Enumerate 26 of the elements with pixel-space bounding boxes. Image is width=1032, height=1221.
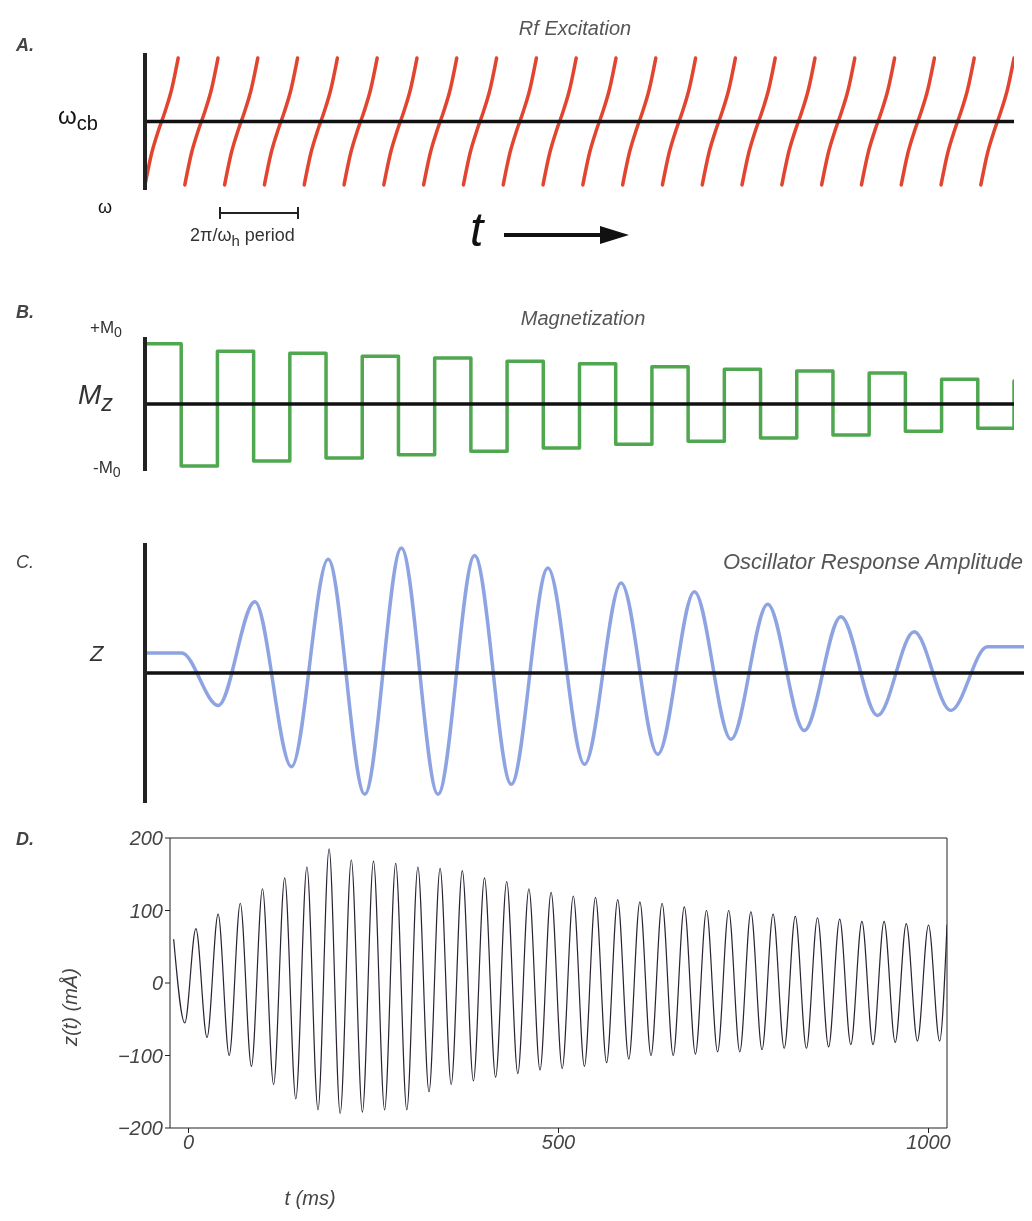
x-tick-label: 0 (182, 1131, 195, 1154)
chart-title: Rf Excitation (518, 17, 632, 39)
x-tick-label: 1000 (906, 1131, 951, 1154)
text: +M$_{0}$ (90, 318, 122, 341)
text: t (470, 203, 484, 256)
y-axis-title: M$_{z}$ (78, 379, 113, 416)
text: B. (16, 302, 34, 322)
y-tick-label: 100 (129, 899, 163, 922)
text: A. (16, 35, 34, 55)
chart-title: Magnetization (520, 307, 646, 329)
y-tick-label: 200 (128, 827, 163, 850)
text: 2π/ω$_{h}$ period (190, 225, 295, 249)
text: -M$_{0}$ (93, 458, 121, 481)
y-axis-title: Z (90, 641, 104, 666)
y-axis-title: z(t) (mÅ) (59, 968, 81, 1046)
y-tick-label: −100 (117, 1044, 163, 1067)
x-axis-title: t (ms) (284, 1187, 336, 1209)
y-tick-label: −200 (117, 1117, 163, 1140)
text: ω (98, 197, 113, 217)
text: C. (16, 552, 34, 572)
line-series (173, 848, 947, 1115)
chart-title: Oscillator Response Amplitude (723, 549, 1023, 574)
y-axis-title: ω$_{cb}$ (58, 102, 98, 134)
text: D. (16, 829, 34, 849)
x-tick-label: 500 (541, 1131, 576, 1154)
y-tick-label: 0 (151, 972, 163, 995)
